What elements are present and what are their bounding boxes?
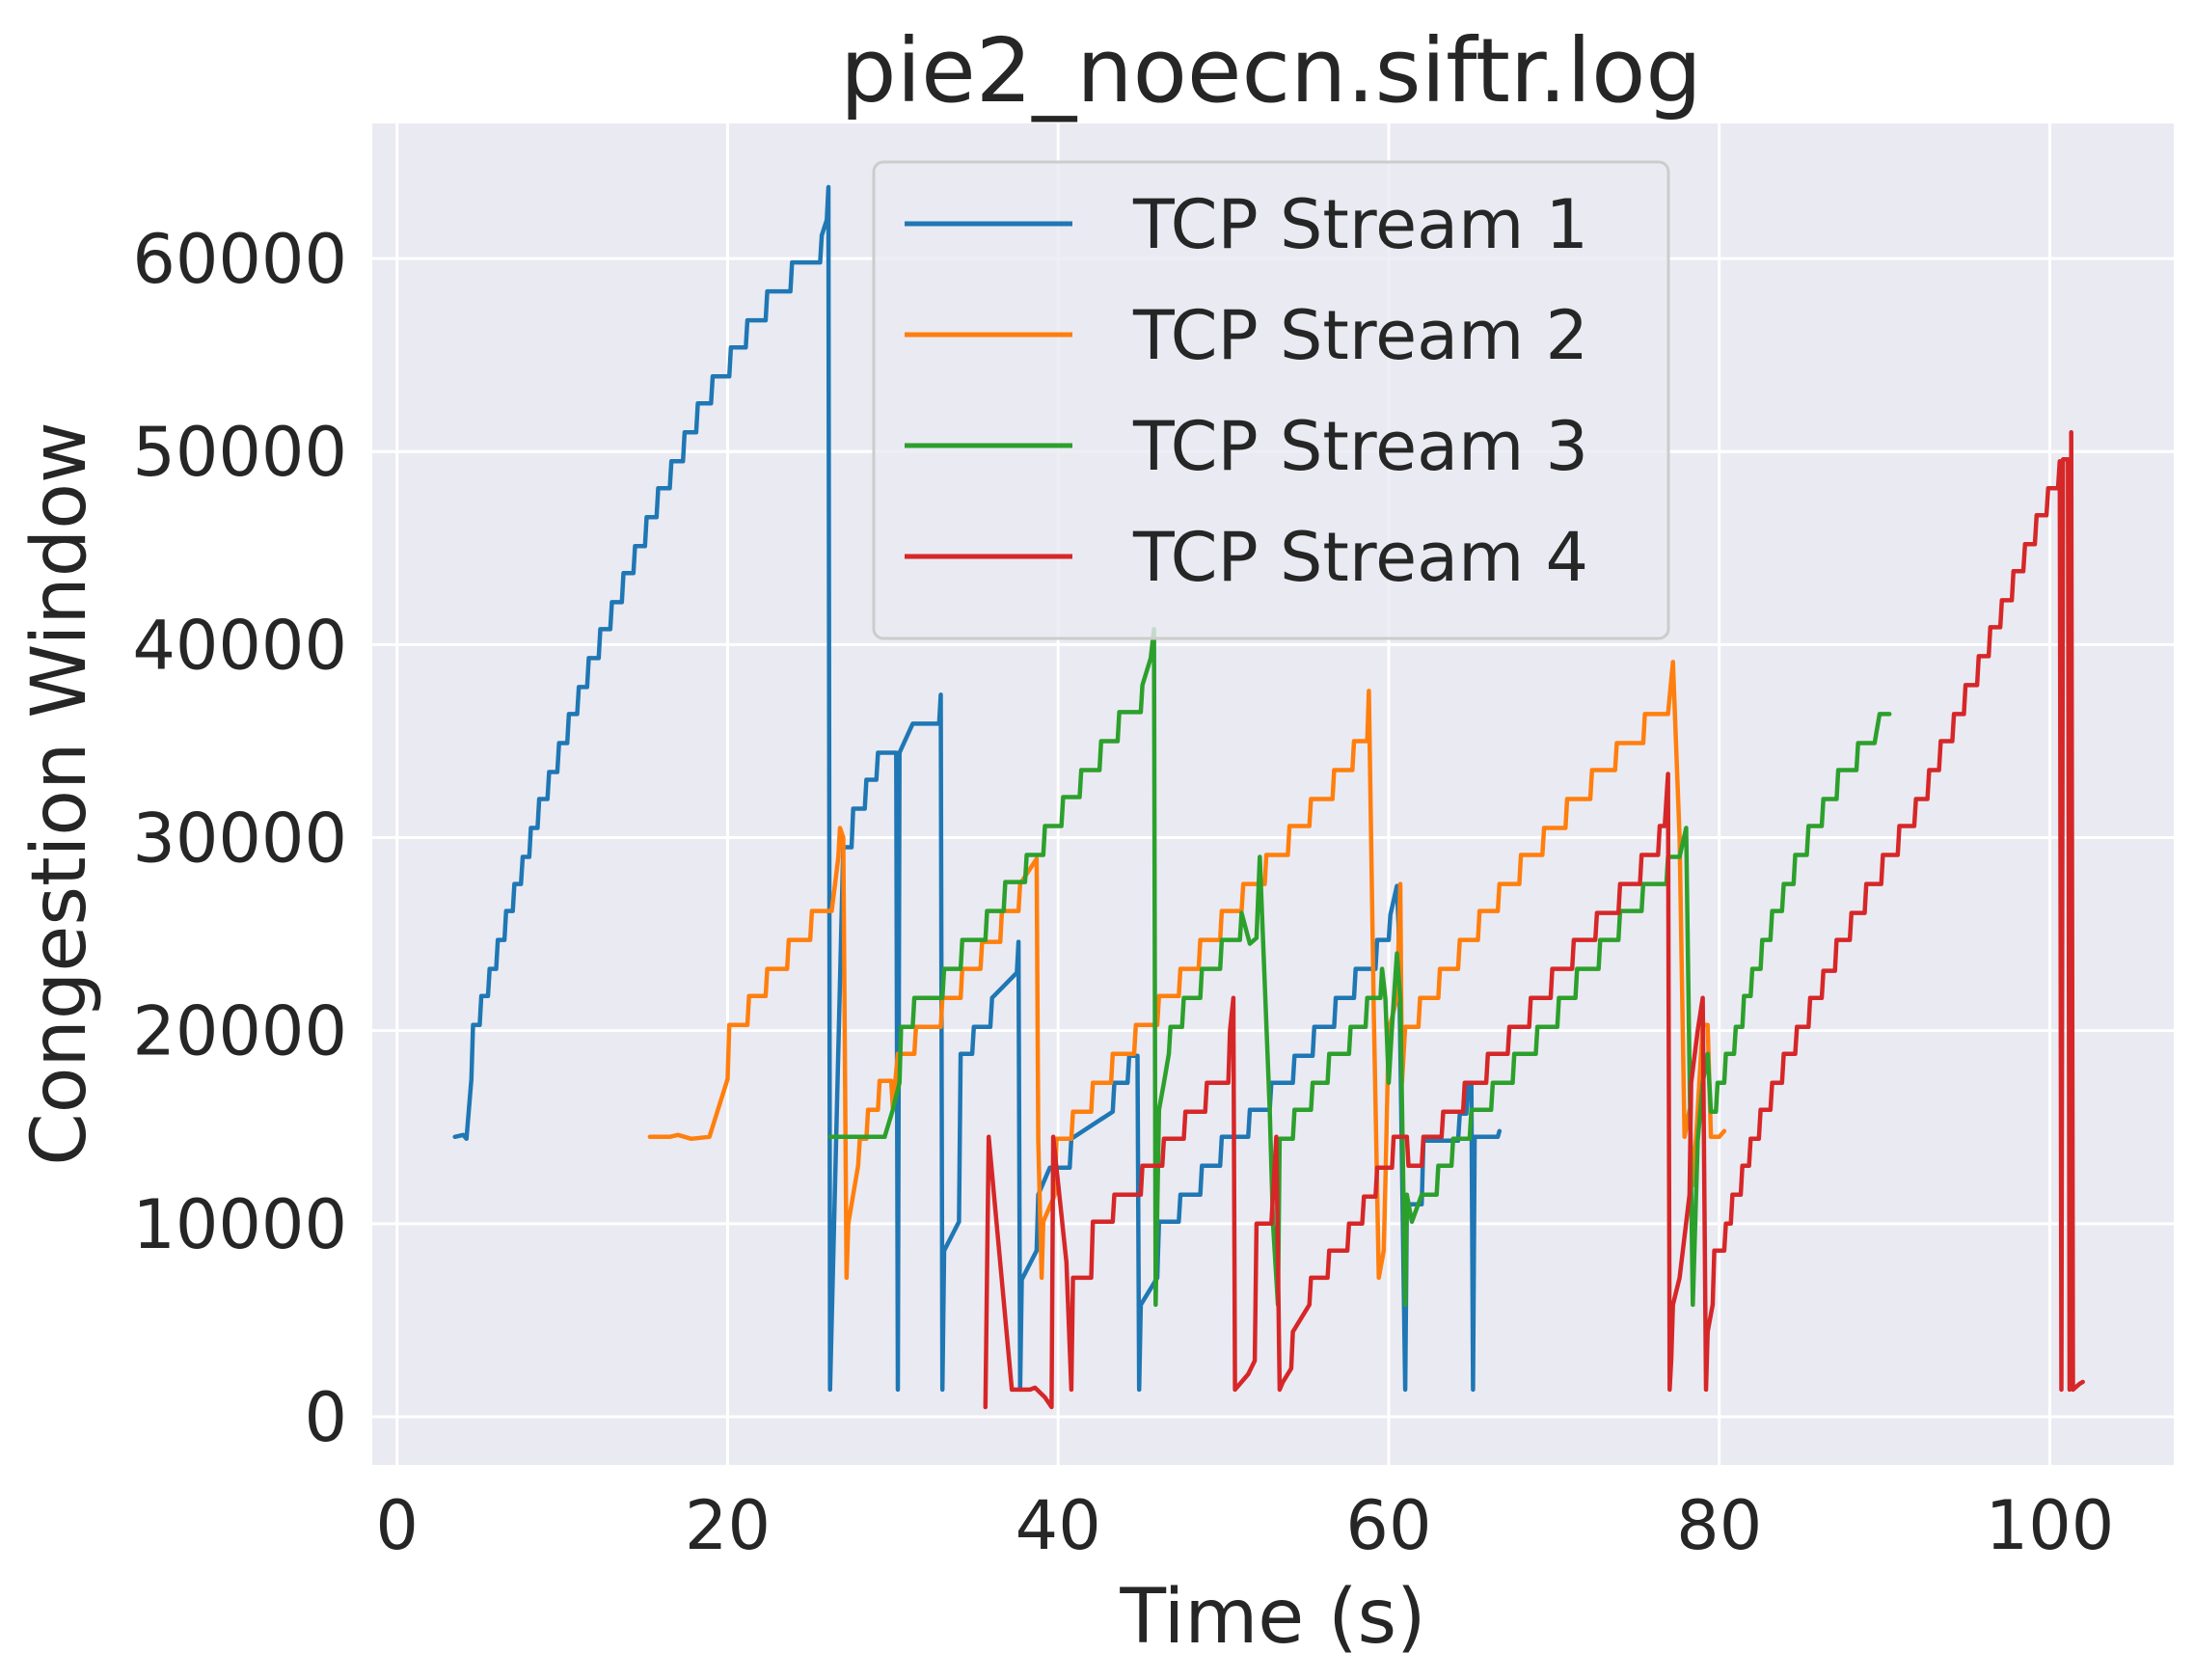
y-tick-label: 60000 (132, 220, 347, 299)
x-tick-label: 80 (1676, 1486, 1762, 1565)
x-tick-label: 20 (685, 1486, 771, 1565)
legend-label: TCP Stream 3 (1132, 407, 1588, 486)
legend-label: TCP Stream 4 (1132, 518, 1588, 597)
chart-title: pie2_noecn.siftr.log (840, 19, 1702, 122)
series-line-4 (983, 429, 2085, 1410)
x-tick-label: 40 (1016, 1486, 1101, 1565)
y-tick-label: 40000 (132, 606, 347, 685)
series-line-3 (827, 627, 1892, 1308)
x-tick-label: 0 (375, 1486, 419, 1565)
y-axis-label: Congestion Window (16, 421, 103, 1166)
x-tick-label: 100 (1986, 1486, 2115, 1565)
y-tick-label: 30000 (132, 799, 347, 879)
y-tick-label: 20000 (132, 992, 347, 1071)
legend-label: TCP Stream 2 (1132, 296, 1588, 375)
series-line-1 (452, 184, 1503, 1393)
plot-lines (452, 184, 2085, 1410)
x-axis-label: Time (s) (1119, 1574, 1425, 1661)
y-tick-label: 0 (304, 1378, 347, 1457)
y-tick-label: 50000 (132, 413, 347, 492)
legend-box (872, 160, 1670, 640)
x-tick-label: 60 (1345, 1486, 1431, 1565)
y-tick-labels: 0 10000 20000 30000 40000 50000 60000 (132, 220, 347, 1457)
x-tick-labels: 0 20 40 60 80 100 (375, 1486, 2114, 1565)
y-tick-label: 10000 (132, 1185, 347, 1264)
series-line-2 (647, 660, 1727, 1281)
legend: TCP Stream 1 TCP Stream 2 TCP Stream 3 TCP … (872, 160, 1670, 640)
legend-label: TCP Stream 1 (1132, 185, 1588, 264)
